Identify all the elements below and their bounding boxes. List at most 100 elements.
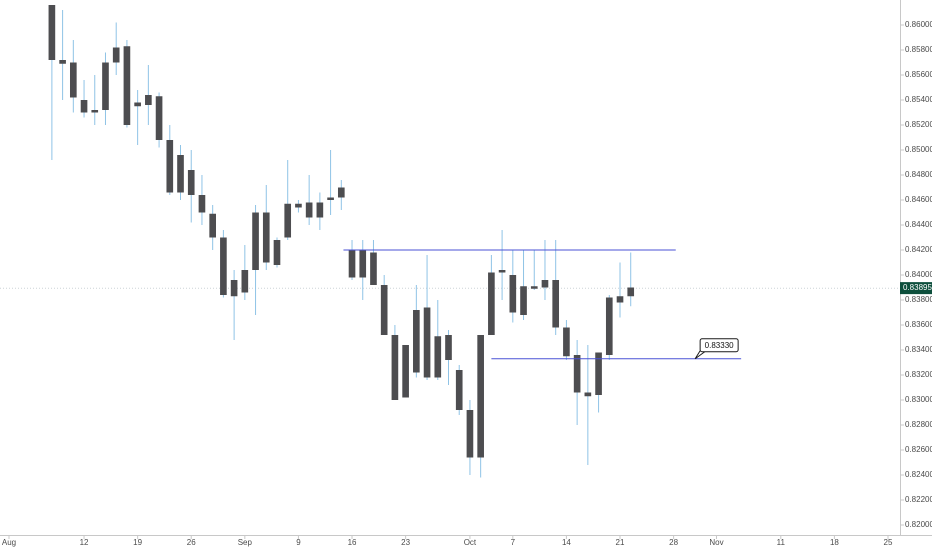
x-tick-label: Nov — [709, 538, 723, 547]
candle-body — [91, 110, 99, 113]
candle-body — [541, 280, 549, 288]
candle-body — [134, 102, 141, 107]
y-tick-label: 0.82800 — [905, 420, 932, 429]
y-tick-label: 0.82200 — [905, 495, 932, 504]
candle-body — [627, 287, 635, 297]
last-price-label: 0.83895 — [903, 283, 932, 292]
candle-body — [48, 5, 56, 60]
candle-body — [380, 285, 388, 335]
candle-body — [316, 202, 324, 218]
candle-body — [434, 336, 442, 378]
y-tick-label: 0.86000 — [905, 20, 932, 29]
x-tick-label: 18 — [830, 538, 839, 547]
y-tick-label: 0.82000 — [905, 520, 932, 529]
y-tick-label: 0.84800 — [905, 170, 932, 179]
plot-area — [0, 5, 900, 478]
callout-pointer — [694, 350, 707, 360]
candle-body — [230, 280, 238, 297]
candle-body — [509, 275, 517, 313]
candle-body — [327, 197, 334, 200]
candle-body — [220, 237, 227, 295]
x-tick-label: 25 — [884, 538, 893, 547]
candle-body — [295, 203, 302, 208]
callout-label: 0.83330 — [705, 341, 734, 350]
x-tick-label: Oct — [464, 538, 477, 547]
candle-body — [209, 213, 216, 238]
candle-body — [552, 280, 560, 328]
y-tick-label: 0.85800 — [905, 45, 932, 54]
x-tick-label: 11 — [777, 538, 786, 547]
y-tick-label: 0.85000 — [905, 145, 932, 154]
y-tick-label: 0.84000 — [905, 270, 932, 279]
candle-body — [605, 297, 613, 355]
x-tick-label: 16 — [348, 538, 357, 547]
candle-body — [413, 310, 420, 373]
candle-body — [69, 62, 77, 98]
candle-body — [445, 335, 452, 360]
candle-body — [530, 286, 538, 289]
x-tick-label: 21 — [616, 538, 625, 547]
x-tick-label: 12 — [80, 538, 89, 547]
y-tick-label: 0.85200 — [905, 120, 932, 129]
x-tick-label: Sep — [238, 538, 253, 547]
y-tick-label: 0.84400 — [905, 220, 932, 229]
candle-body — [370, 252, 377, 285]
candle-body — [155, 96, 163, 140]
y-tick-label: 0.82600 — [905, 445, 932, 454]
candle-body — [477, 335, 484, 458]
y-tick-label: 0.85600 — [905, 70, 932, 79]
candle-body — [187, 170, 195, 195]
candle-body — [166, 140, 174, 193]
candle-body — [123, 46, 131, 125]
candle-body — [466, 410, 474, 458]
y-tick-label: 0.84600 — [905, 195, 932, 204]
x-tick-label: 14 — [562, 538, 571, 547]
candle-body — [305, 202, 313, 218]
candle-body — [563, 327, 570, 357]
x-tick-label: 9 — [296, 538, 301, 547]
candle-body — [616, 296, 624, 303]
x-tick-label: 28 — [669, 538, 678, 547]
candle-body — [145, 95, 152, 105]
candle-body — [112, 47, 120, 63]
x-tick-label: Aug — [2, 538, 16, 547]
y-tick-label: 0.83000 — [905, 395, 932, 404]
candle-body — [284, 203, 292, 238]
candle-body — [498, 270, 506, 273]
candle-body — [488, 272, 495, 335]
candle-body — [80, 100, 88, 113]
x-tick-label: 26 — [187, 538, 196, 547]
y-tick-label: 0.83400 — [905, 345, 932, 354]
x-tick-label: 23 — [401, 538, 410, 547]
candle-body — [520, 286, 527, 315]
candle-body — [262, 212, 270, 263]
candle-body — [241, 270, 249, 293]
candle-body — [391, 335, 399, 400]
candle-body — [584, 392, 592, 397]
y-tick-label: 0.85400 — [905, 95, 932, 104]
candle-body — [402, 345, 409, 398]
candle-body — [252, 212, 259, 270]
y-tick-label: 0.83800 — [905, 295, 932, 304]
candle-body — [198, 195, 206, 213]
candle-body — [595, 352, 602, 395]
callout-box — [699, 338, 739, 353]
candle-body — [273, 240, 281, 265]
x-tick-label: 7 — [511, 538, 516, 547]
x-tick-label: 19 — [133, 538, 142, 547]
candle-body — [102, 62, 109, 110]
y-tick-label: 0.84200 — [905, 245, 932, 254]
candle-body — [177, 155, 184, 193]
y-tick-label: 0.83200 — [905, 370, 932, 379]
candle-body — [337, 187, 345, 198]
candle-body — [59, 60, 66, 64]
y-tick-label: 0.83600 — [905, 320, 932, 329]
candle-body — [348, 250, 356, 278]
y-tick-label: 0.82400 — [905, 470, 932, 479]
candle-body — [573, 355, 581, 393]
last-price-box — [900, 282, 932, 295]
candle-body — [455, 370, 463, 410]
candle-body — [423, 307, 431, 378]
